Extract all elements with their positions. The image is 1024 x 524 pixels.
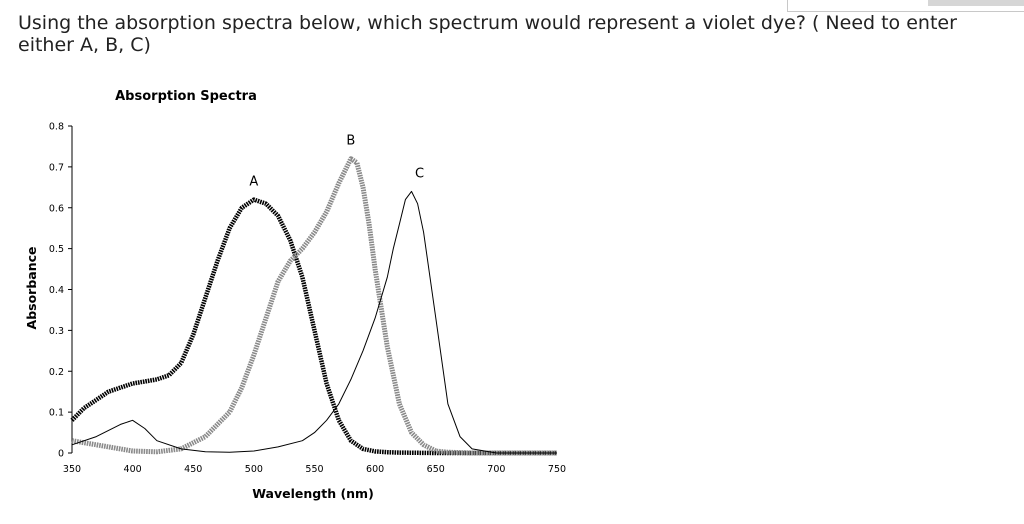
series-line-b <box>71 156 557 456</box>
x-tick-label: 700 <box>487 464 505 475</box>
x-tick-label: 400 <box>124 464 142 475</box>
y-tick-label: 0.7 <box>49 162 64 173</box>
x-tick-label: 450 <box>184 464 202 475</box>
answer-box-bar <box>928 0 1024 6</box>
series-line-c <box>71 190 557 454</box>
y-tick-label: 0 <box>58 449 64 460</box>
x-tick-label: 750 <box>548 464 566 475</box>
y-tick-label: 0.2 <box>49 367 64 378</box>
series-label-a: A <box>249 175 258 190</box>
y-tick-label: 0.6 <box>49 203 64 214</box>
y-tick-label: 0.3 <box>49 326 64 337</box>
x-tick-label: 600 <box>366 464 384 475</box>
answer-box-border <box>787 0 1024 12</box>
x-axis-label: Wavelength (nm) <box>252 486 374 501</box>
series-label-b: B <box>346 134 355 149</box>
y-tick-label: 0.1 <box>49 408 64 419</box>
chart-title: Absorption Spectra <box>115 89 257 104</box>
y-tick-label: 0.4 <box>49 285 64 296</box>
x-tick-label: 500 <box>245 464 263 475</box>
series-line-a <box>70 197 557 456</box>
y-axis-label: Absorbance <box>24 247 39 330</box>
x-tick-label: 350 <box>63 464 81 475</box>
y-tick-label: 0.5 <box>49 244 64 255</box>
y-tick-label: 0.8 <box>49 122 64 133</box>
question-text: Using the absorption spectra below, whic… <box>18 12 957 56</box>
x-tick-label: 550 <box>305 464 323 475</box>
series-label-c: C <box>415 166 424 181</box>
x-tick-label: 650 <box>427 464 445 475</box>
